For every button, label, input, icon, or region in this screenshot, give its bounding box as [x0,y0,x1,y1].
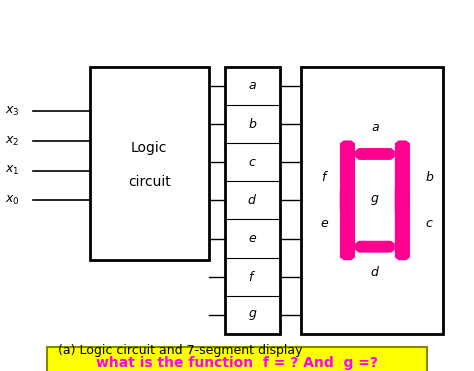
Text: $x_1$: $x_1$ [5,164,19,177]
Polygon shape [355,241,395,253]
Polygon shape [395,141,410,214]
Text: $e$: $e$ [320,217,329,230]
Text: $f$: $f$ [321,170,329,184]
Text: $x_3$: $x_3$ [5,105,19,118]
Text: (a) Logic circuit and 7-segment display: (a) Logic circuit and 7-segment display [58,344,302,357]
Text: $b$: $b$ [425,170,435,184]
Text: $a$: $a$ [371,121,379,134]
Text: $c$: $c$ [248,156,257,169]
Bar [225,67,280,334]
Text: $d$: $d$ [247,193,257,207]
Polygon shape [355,148,395,160]
Text: $x_2$: $x_2$ [5,134,19,148]
Polygon shape [395,187,410,260]
Text: $e$: $e$ [248,232,257,245]
Text: Logic: Logic [131,141,167,155]
Text: $b$: $b$ [248,117,257,131]
Polygon shape [340,187,355,260]
Text: $d$: $d$ [370,265,380,279]
Polygon shape [340,141,355,214]
Text: $g$: $g$ [370,193,380,207]
Text: $g$: $g$ [248,308,257,322]
Bar [301,67,443,334]
Bar [90,67,209,260]
Text: $f$: $f$ [248,270,256,284]
Text: $a$: $a$ [248,79,257,92]
Text: $x_0$: $x_0$ [5,194,19,207]
Text: circuit: circuit [128,175,171,189]
Text: $c$: $c$ [425,217,434,230]
Text: what is the function  f = ? And  g =?: what is the function f = ? And g =? [96,356,378,370]
Bar [47,347,427,371]
